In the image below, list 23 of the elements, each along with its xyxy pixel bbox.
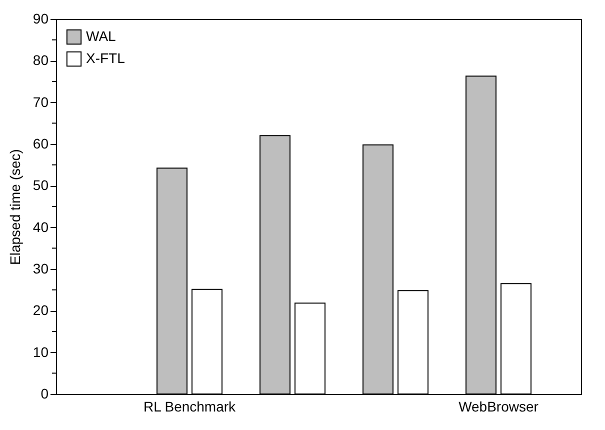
bar bbox=[260, 135, 290, 394]
x-tick-label: WebBrowser bbox=[458, 398, 539, 414]
y-tick-label: 40 bbox=[32, 218, 49, 235]
legend-label: WAL bbox=[86, 28, 116, 44]
bar bbox=[156, 168, 188, 394]
y-axis-title: Elapsed time (sec) bbox=[6, 149, 23, 265]
y-tick-label: 60 bbox=[32, 136, 49, 152]
y-tick-label: 20 bbox=[32, 302, 49, 318]
bar bbox=[192, 288, 222, 394]
bar bbox=[466, 76, 496, 394]
bar bbox=[500, 283, 532, 394]
y-tick-label: 30 bbox=[32, 260, 49, 276]
bar bbox=[362, 144, 394, 394]
y-tick-label: 70 bbox=[32, 94, 49, 110]
y-tick-label: 50 bbox=[32, 177, 49, 194]
y-tick-label: 0 bbox=[40, 386, 49, 402]
bar bbox=[294, 302, 326, 394]
bar bbox=[398, 290, 428, 394]
y-tick-label: 80 bbox=[32, 52, 49, 68]
y-tick-label: 90 bbox=[32, 10, 49, 26]
y-tick-label: 10 bbox=[32, 344, 49, 360]
x-tick-label: RL Benchmark bbox=[143, 398, 237, 414]
legend-label: X-FTL bbox=[86, 50, 126, 66]
